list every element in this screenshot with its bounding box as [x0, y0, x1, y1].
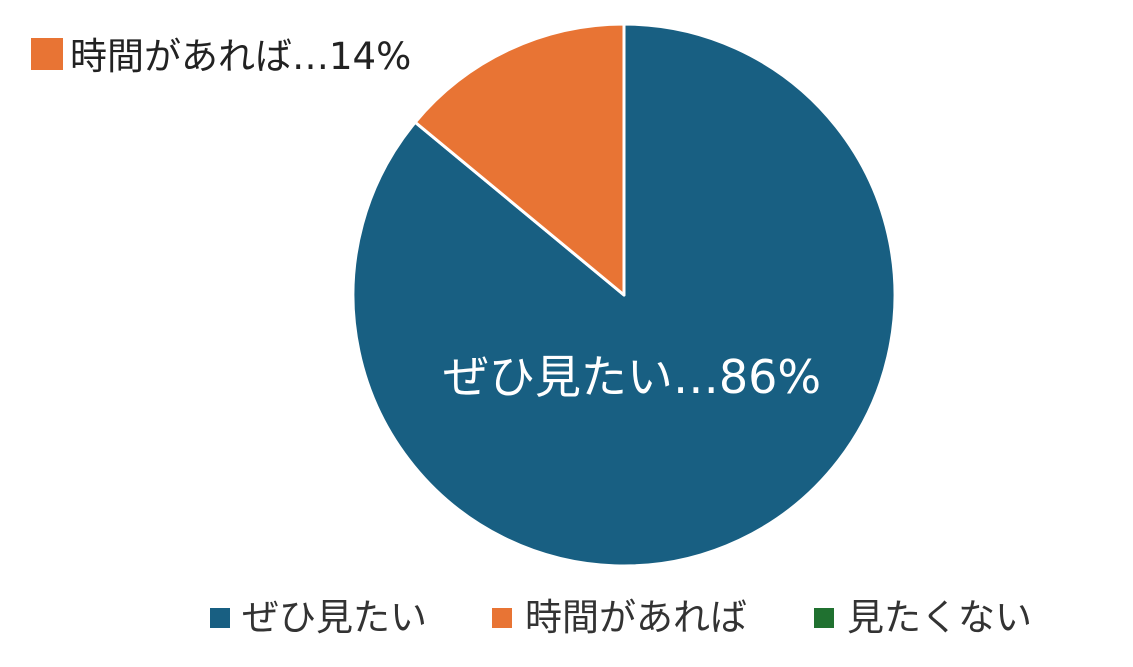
- legend-label-jikan-ga-areba: 時間があれば: [525, 596, 747, 639]
- legend-swatch-jikan-ga-areba: [492, 608, 512, 628]
- legend-swatch-zehi-mitai: [210, 608, 230, 628]
- legend-label-mitakunai: 見たくない: [847, 596, 1032, 639]
- pie-slices: [351, 22, 897, 568]
- legend-label-zehi-mitai: ぜひ見たい: [242, 596, 427, 639]
- legend-swatch-mitakunai: [814, 608, 834, 628]
- data-label-jikan-ga-areba: 時間があれば…14%: [70, 35, 411, 78]
- legend: ぜひ見たい 時間があれば 見たくない: [210, 596, 1032, 639]
- data-label-marker-jikan-ga-areba: [31, 38, 63, 70]
- data-label-zehi-mitai: ぜひ見たい…86%: [443, 350, 821, 404]
- pie-slice-jikan-ga-areba: [413, 22, 626, 297]
